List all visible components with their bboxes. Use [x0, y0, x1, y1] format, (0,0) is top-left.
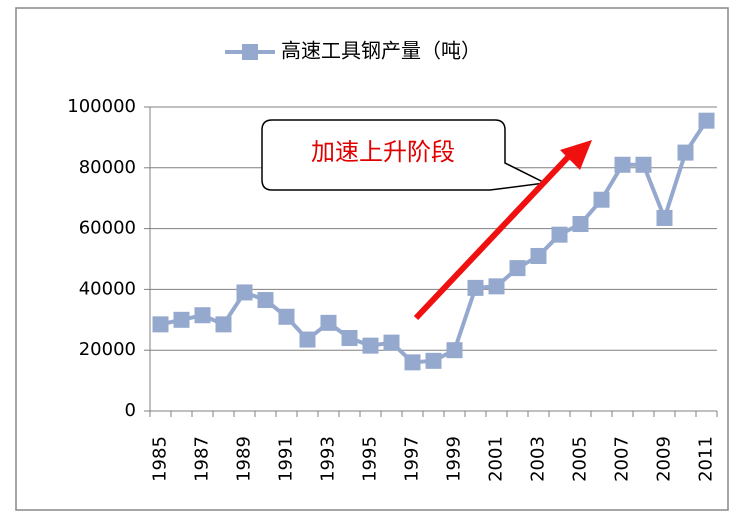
x-tick-label: 2001: [486, 436, 507, 482]
marker: [572, 216, 589, 233]
x-tick-label: 2003: [528, 436, 549, 482]
marker: [635, 156, 652, 173]
marker: [677, 144, 694, 161]
x-tick-label: 1995: [360, 436, 381, 482]
marker: [299, 331, 316, 348]
x-tick-label: 2007: [612, 436, 633, 482]
x-tick-label: 1991: [276, 436, 297, 482]
marker: [551, 226, 568, 243]
marker: [341, 330, 358, 347]
callout-box: [261, 119, 548, 191]
marker: [404, 354, 421, 371]
marker: [467, 279, 484, 296]
y-tick-label: 40000: [79, 278, 136, 299]
arrow-shaft: [413, 152, 573, 321]
marker: [257, 292, 274, 309]
x-tick-label: 2005: [570, 436, 591, 482]
x-tick-label: 1993: [318, 436, 339, 482]
annotation: 加速上升阶段: [311, 138, 455, 166]
x-tick-label: 1999: [444, 436, 465, 482]
marker: [152, 316, 169, 333]
marker: [509, 260, 526, 277]
x-tick-label: 1997: [402, 436, 423, 482]
legend-label: 高速工具钢产量（吨）: [281, 39, 481, 63]
marker: [215, 316, 232, 333]
marker: [446, 342, 463, 359]
marker: [236, 284, 253, 301]
plot-area: 0 20000 40000 60000 80000 100000 1985 1987 1989 1…: [67, 96, 718, 482]
x-tick-label: 1989: [234, 436, 255, 482]
marker: [383, 334, 400, 351]
x-tick-label: 1987: [192, 436, 213, 482]
marker: [362, 337, 379, 354]
x-tick-label: 2011: [696, 436, 717, 482]
marker: [194, 307, 211, 324]
marker: [278, 308, 295, 325]
y-tick-label: 20000: [79, 339, 136, 360]
y-tick-label: 80000: [79, 157, 136, 178]
y-tick-label: 100000: [67, 96, 136, 117]
marker: [593, 191, 610, 208]
marker: [698, 112, 715, 129]
y-tick-label: 0: [125, 400, 136, 421]
marker: [530, 247, 547, 264]
marker: [614, 156, 631, 173]
marker: [656, 209, 673, 226]
marker: [488, 278, 505, 295]
legend: 高速工具钢产量（吨）: [225, 39, 481, 63]
chart-border: [15, 7, 729, 511]
y-tick-label: 60000: [79, 218, 136, 239]
marker: [320, 314, 337, 331]
legend-marker: [242, 44, 258, 60]
arrow-head: [560, 140, 592, 170]
x-tick-label: 2009: [654, 436, 675, 482]
x-tick-label: 1985: [150, 436, 171, 482]
marker: [173, 311, 190, 328]
marker: [425, 352, 442, 369]
